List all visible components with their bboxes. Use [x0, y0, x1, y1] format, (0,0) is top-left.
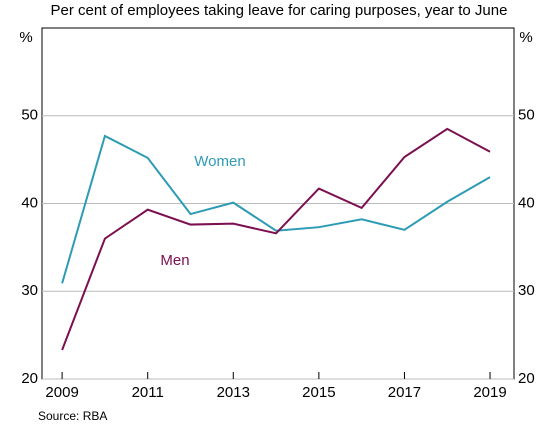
y-tick-label: 30: [21, 282, 38, 299]
x-tick-label: 2011: [132, 384, 164, 401]
x-tick-label: 2009: [45, 384, 78, 401]
y-unit-right: %: [519, 29, 532, 46]
x-tick-label: 2015: [302, 384, 335, 401]
y-tick-label: 20: [21, 370, 38, 387]
y2-tick-label: 50: [518, 107, 535, 124]
chart-subtitle: Per cent of employees taking leave for c…: [51, 2, 508, 19]
x-tick-label: 2013: [217, 384, 250, 401]
x-tick-label: 2019: [473, 384, 506, 401]
x-tick-label: 2017: [388, 384, 421, 401]
series-line: [61, 127, 491, 351]
series-label: Women: [194, 153, 245, 170]
y-unit-left: %: [19, 29, 32, 46]
y-tick-label: 40: [21, 194, 38, 211]
y2-tick-label: 40: [518, 194, 535, 211]
source: Source: RBA: [38, 409, 107, 423]
y2-tick-label: 20: [518, 370, 535, 387]
y-tick-label: 50: [21, 107, 38, 124]
y2-tick-label: 30: [518, 282, 535, 299]
series-label: Men: [160, 252, 189, 269]
series-line: [61, 134, 491, 284]
